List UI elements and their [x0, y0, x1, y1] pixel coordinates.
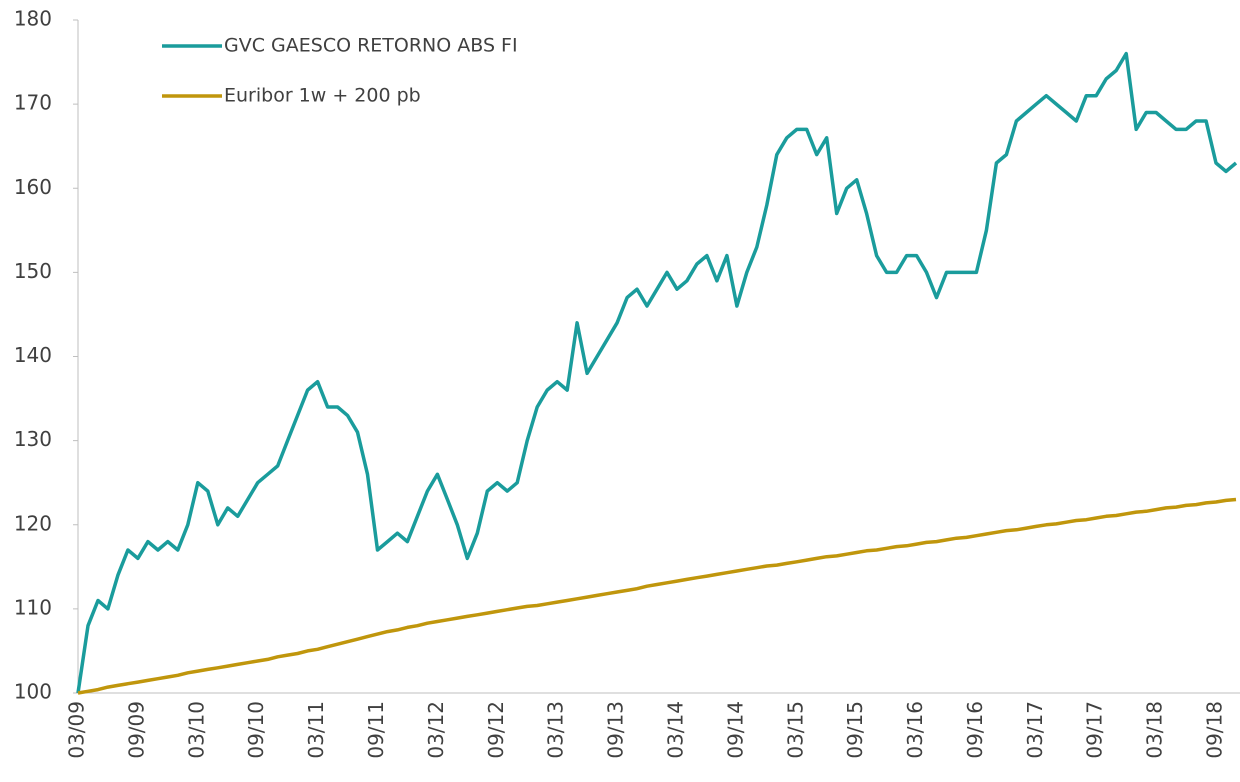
x-tick-label: 09/15: [843, 701, 867, 759]
y-tick-label: 120: [14, 511, 52, 535]
x-tick-label: 09/10: [244, 701, 268, 759]
y-tick-label: 100: [14, 680, 52, 704]
x-tick-label: 03/17: [1023, 701, 1047, 759]
y-tick-label: 150: [14, 259, 52, 283]
x-tick-label: 03/18: [1143, 701, 1167, 759]
y-tick-label: 110: [14, 595, 52, 619]
x-tick-label: 03/12: [424, 701, 448, 759]
y-tick-label: 130: [14, 427, 52, 451]
x-tick-label: 09/17: [1083, 701, 1107, 759]
y-tick-label: 180: [14, 7, 52, 31]
x-tick-label: 09/13: [604, 701, 628, 759]
x-tick-label: 09/14: [723, 701, 747, 759]
x-tick-label: 09/16: [963, 701, 987, 759]
x-tick-label: 09/11: [364, 701, 388, 759]
x-tick-label: 09/09: [124, 701, 148, 759]
legend-label: Euribor 1w + 200 pb: [224, 85, 421, 107]
y-tick-label: 170: [14, 91, 52, 115]
x-tick-label: 03/10: [184, 701, 208, 759]
x-tick-label: 09/18: [1203, 701, 1227, 759]
y-tick-label: 160: [14, 175, 52, 199]
x-tick-label: 09/12: [484, 701, 508, 759]
x-tick-label: 03/16: [903, 701, 927, 759]
x-tick-label: 03/09: [65, 701, 89, 759]
x-tick-label: 03/11: [304, 701, 328, 759]
x-tick-label: 03/15: [783, 701, 807, 759]
legend-label: GVC GAESCO RETORNO ABS FI: [224, 35, 518, 57]
series-line: [76, 51, 1238, 694]
x-tick-label: 03/13: [544, 701, 568, 759]
series-line: [77, 497, 1237, 695]
x-tick-label: 03/14: [663, 701, 687, 759]
y-tick-label: 140: [14, 343, 52, 367]
